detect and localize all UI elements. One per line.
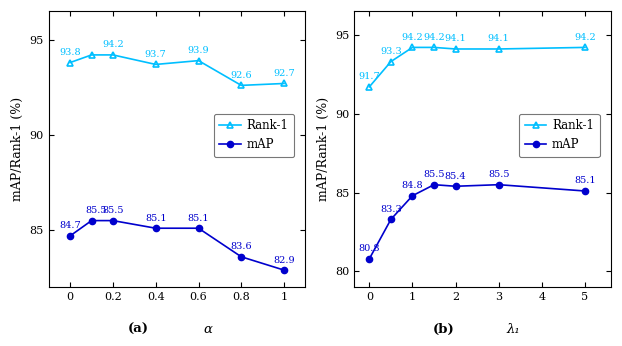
Legend: Rank-1, mAP: Rank-1, mAP bbox=[213, 113, 294, 157]
Rank-1 bbox=[281, 81, 288, 85]
Rank-1 bbox=[387, 60, 394, 64]
Text: 83.3: 83.3 bbox=[380, 205, 402, 214]
Text: 85.5: 85.5 bbox=[102, 206, 124, 215]
Rank-1 bbox=[152, 62, 159, 66]
mAP bbox=[109, 219, 117, 223]
Text: 91.7: 91.7 bbox=[358, 72, 380, 81]
Line: Rank-1: Rank-1 bbox=[67, 52, 287, 89]
mAP bbox=[582, 189, 589, 193]
mAP bbox=[452, 184, 459, 188]
Text: 94.2: 94.2 bbox=[574, 33, 596, 42]
Rank-1 bbox=[88, 53, 95, 57]
Text: 82.9: 82.9 bbox=[273, 256, 295, 265]
Text: 84.8: 84.8 bbox=[402, 181, 423, 190]
Rank-1 bbox=[582, 45, 589, 49]
Text: 85.5: 85.5 bbox=[424, 170, 445, 179]
Line: mAP: mAP bbox=[67, 218, 287, 273]
Text: 85.1: 85.1 bbox=[188, 214, 210, 223]
Text: 94.2: 94.2 bbox=[402, 33, 424, 42]
Text: 85.1: 85.1 bbox=[145, 214, 167, 223]
Text: 85.4: 85.4 bbox=[445, 172, 466, 181]
mAP bbox=[366, 257, 373, 261]
Text: 94.1: 94.1 bbox=[488, 34, 509, 44]
Text: 92.6: 92.6 bbox=[231, 71, 252, 80]
Rank-1 bbox=[366, 85, 373, 89]
Rank-1 bbox=[430, 45, 438, 49]
mAP bbox=[88, 219, 95, 223]
Text: 92.7: 92.7 bbox=[273, 69, 295, 78]
mAP bbox=[67, 234, 74, 238]
Y-axis label: mAP/Rank-1 (%): mAP/Rank-1 (%) bbox=[317, 97, 330, 201]
Rank-1 bbox=[195, 58, 202, 63]
Text: λ₁: λ₁ bbox=[506, 323, 520, 336]
Text: 84.7: 84.7 bbox=[59, 221, 81, 230]
mAP bbox=[238, 255, 245, 259]
Text: α: α bbox=[203, 323, 212, 336]
Text: 93.3: 93.3 bbox=[380, 47, 402, 56]
Y-axis label: mAP/Rank-1 (%): mAP/Rank-1 (%) bbox=[11, 97, 24, 201]
Text: (b): (b) bbox=[433, 323, 455, 336]
mAP bbox=[409, 194, 416, 198]
Rank-1 bbox=[452, 47, 459, 51]
mAP bbox=[152, 226, 159, 230]
Text: 94.2: 94.2 bbox=[423, 33, 445, 42]
Text: 93.7: 93.7 bbox=[145, 50, 167, 59]
Text: (a): (a) bbox=[128, 323, 149, 336]
Text: 93.9: 93.9 bbox=[188, 46, 210, 55]
Legend: Rank-1, mAP: Rank-1, mAP bbox=[519, 113, 600, 157]
mAP bbox=[281, 268, 288, 272]
Line: Rank-1: Rank-1 bbox=[366, 44, 588, 90]
Text: 85.5: 85.5 bbox=[488, 170, 509, 179]
Rank-1 bbox=[109, 53, 117, 57]
Rank-1 bbox=[67, 61, 74, 65]
Rank-1 bbox=[495, 47, 503, 51]
Text: 85.5: 85.5 bbox=[85, 206, 106, 215]
Text: 94.2: 94.2 bbox=[102, 40, 124, 49]
Rank-1 bbox=[409, 45, 416, 49]
Line: mAP: mAP bbox=[366, 182, 588, 262]
Text: 93.8: 93.8 bbox=[59, 48, 81, 57]
Rank-1 bbox=[238, 83, 245, 88]
Text: 80.8: 80.8 bbox=[358, 244, 380, 253]
mAP bbox=[195, 226, 202, 230]
mAP bbox=[495, 183, 503, 187]
Text: 85.1: 85.1 bbox=[574, 176, 596, 185]
mAP bbox=[430, 183, 438, 187]
Text: 83.6: 83.6 bbox=[231, 242, 252, 251]
Text: 94.1: 94.1 bbox=[445, 34, 466, 44]
mAP bbox=[387, 217, 394, 221]
